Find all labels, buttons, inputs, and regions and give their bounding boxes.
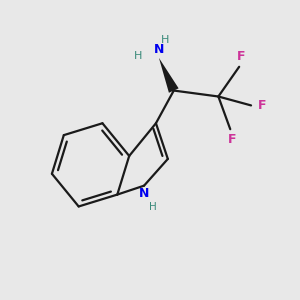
Polygon shape xyxy=(159,58,178,93)
Text: H: H xyxy=(148,202,156,212)
Text: F: F xyxy=(258,99,266,112)
Text: N: N xyxy=(139,187,149,200)
Text: F: F xyxy=(227,133,236,146)
Text: N: N xyxy=(154,44,164,56)
Text: H: H xyxy=(134,51,142,62)
Text: F: F xyxy=(236,50,245,63)
Text: H: H xyxy=(161,35,169,45)
